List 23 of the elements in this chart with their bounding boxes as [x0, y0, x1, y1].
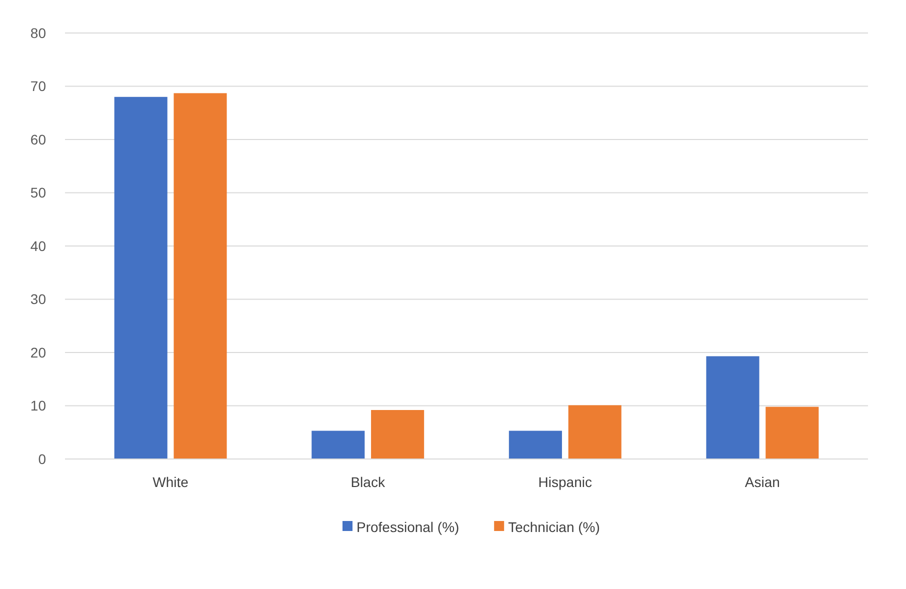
bar	[312, 430, 365, 459]
y-tick-label: 40	[30, 238, 46, 254]
y-tick-label: 60	[30, 131, 46, 148]
y-tick-label: 0	[38, 450, 46, 467]
y-tick-label: 50	[30, 184, 46, 201]
bar	[174, 93, 227, 459]
legend-label: Technician (%)	[508, 518, 600, 535]
bar	[706, 356, 760, 459]
y-tick-label: 20	[30, 344, 46, 360]
y-tick-label: 80	[30, 24, 46, 41]
bar	[371, 410, 424, 459]
bar	[568, 405, 622, 459]
x-tick-label: White	[152, 474, 189, 490]
y-tick-label: 10	[30, 398, 46, 414]
y-tick-label: 70	[30, 78, 46, 94]
bar	[114, 96, 168, 459]
legend-label: Professional (%)	[356, 518, 460, 535]
x-tick-label: Asian	[744, 474, 780, 490]
y-tick-label: 30	[30, 291, 46, 308]
bar	[766, 406, 819, 459]
bar	[508, 430, 562, 459]
x-tick-label: Black	[350, 474, 386, 490]
x-tick-label: Hispanic	[538, 474, 592, 490]
